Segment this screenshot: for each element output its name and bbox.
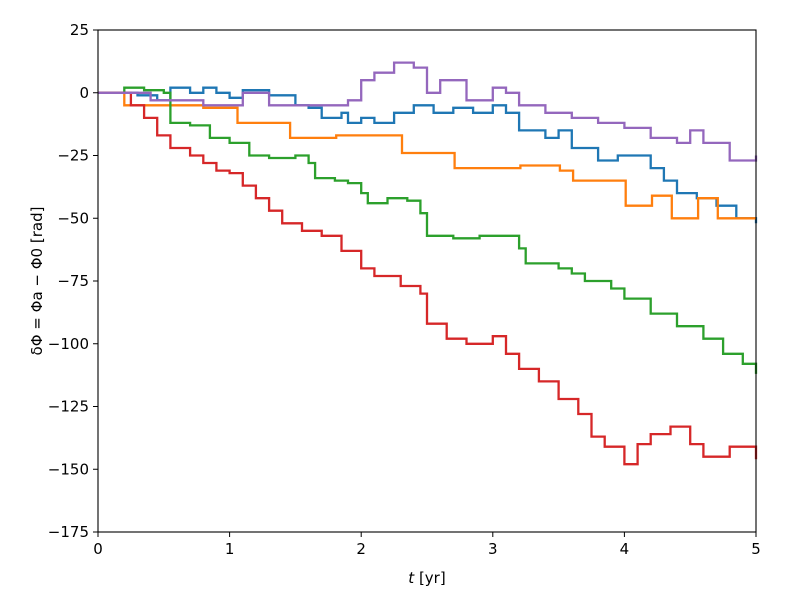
y-tick-label: −25: [57, 147, 89, 165]
y-axis-title: δΦ = Φa − Φ0 [rad]: [28, 207, 46, 356]
x-axis-var: t: [408, 569, 415, 587]
x-axis-unit: [yr]: [414, 569, 446, 587]
y-tick-label: 0: [79, 84, 89, 102]
series-line-3: [98, 86, 758, 374]
y-axis: 25 0 −25 −50 −75 −100 −125 −150 −175: [48, 21, 98, 541]
x-tick-label: 5: [751, 540, 761, 558]
y-tick-label: −150: [48, 460, 89, 478]
y-tick-label: −125: [48, 398, 89, 416]
x-tick-label: 0: [93, 540, 103, 558]
x-tick-label: 2: [356, 540, 366, 558]
series-line-2: [98, 91, 756, 220]
x-tick-label: 4: [620, 540, 630, 558]
y-tick-label: 25: [70, 21, 89, 39]
y-tick-label: −50: [57, 209, 89, 227]
y-tick-label: −100: [48, 335, 89, 353]
y-tick-label: −175: [48, 523, 89, 541]
series-line-5: [98, 61, 758, 162]
series-layer: [98, 61, 758, 466]
x-tick-label: 1: [225, 540, 235, 558]
x-axis-title: t [yr]: [408, 569, 445, 587]
series-line-1: [98, 86, 758, 224]
y-tick-label: −75: [57, 272, 89, 290]
series-line-4: [98, 91, 758, 466]
x-axis: 0 1 2 3 4 5: [93, 532, 761, 558]
x-tick-label: 3: [488, 540, 498, 558]
